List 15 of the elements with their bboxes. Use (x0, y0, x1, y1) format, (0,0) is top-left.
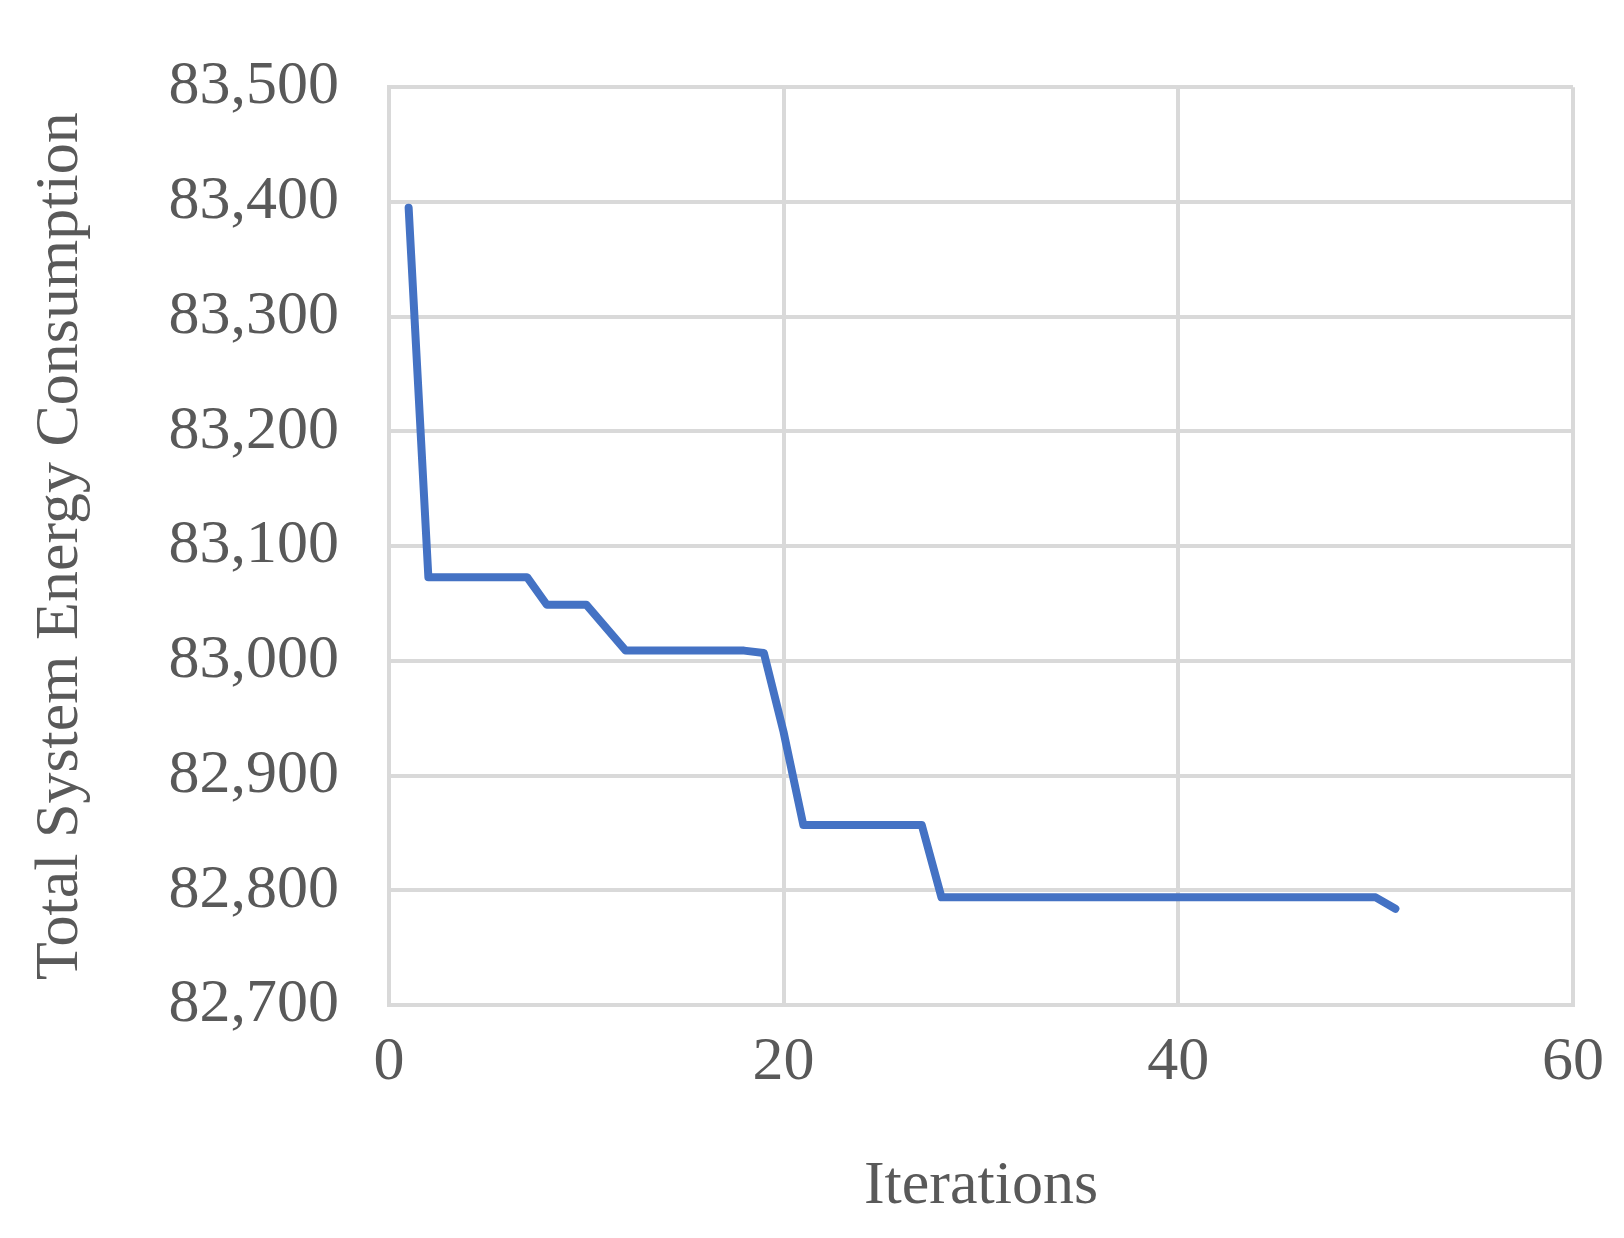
y-tick-label: 82,800 (168, 851, 339, 920)
y-axis-title: Total System Energy Consumption (22, 112, 91, 981)
y-tick-label: 83,100 (168, 507, 339, 576)
x-tick-label: 40 (1147, 1023, 1210, 1092)
x-tick-label: 20 (752, 1023, 815, 1092)
x-axis-title: Iterations (863, 1148, 1099, 1217)
y-tick-label: 83,400 (168, 163, 339, 232)
y-tick-label: 83,200 (168, 392, 339, 461)
y-tick-label: 83,000 (168, 622, 339, 691)
y-tick-label: 83,300 (168, 277, 339, 346)
y-tick-label: 82,900 (168, 736, 339, 805)
y-tick-label: 83,500 (168, 48, 339, 117)
x-tick-label: 0 (373, 1023, 405, 1092)
x-tick-label: 60 (1542, 1023, 1604, 1092)
y-tick-label: 82,700 (168, 966, 339, 1035)
